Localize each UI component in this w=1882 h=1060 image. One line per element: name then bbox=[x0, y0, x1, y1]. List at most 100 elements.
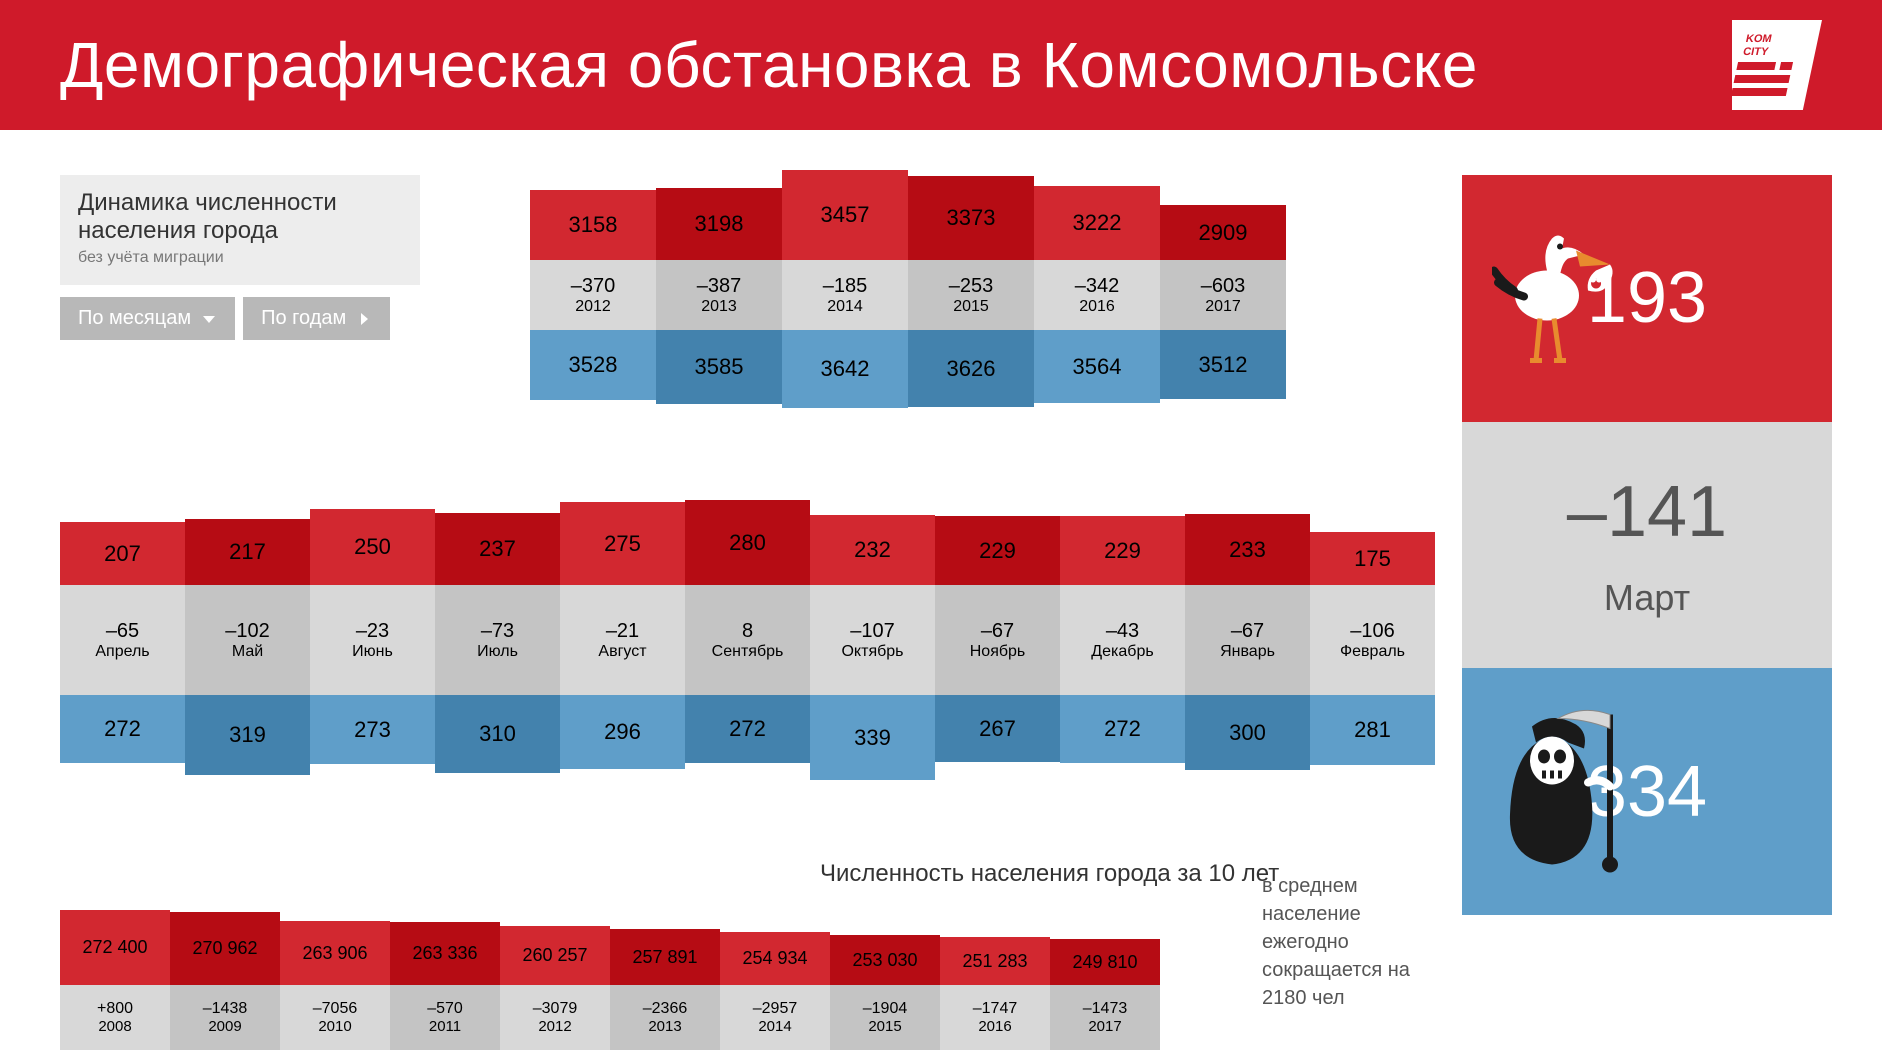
summary-net: –141 Март bbox=[1462, 422, 1832, 669]
summary-net-value: –141 bbox=[1567, 471, 1727, 553]
bot-value: 319 bbox=[185, 695, 310, 775]
bot-value: 3528 bbox=[530, 330, 656, 400]
bot-value: 272 bbox=[60, 695, 185, 763]
top-value: 2909 bbox=[1160, 205, 1286, 260]
bot-value: 281 bbox=[1310, 695, 1435, 765]
mid-label: –2532015 bbox=[908, 260, 1034, 330]
intro-line2: населения города bbox=[78, 217, 402, 245]
bot-value: 339 bbox=[810, 695, 935, 780]
mid-label: –14382009 bbox=[170, 985, 280, 1050]
bot-value: 3585 bbox=[656, 330, 782, 404]
top-value: 257 891 bbox=[610, 929, 720, 985]
top-value: 207 bbox=[60, 522, 185, 585]
mid-label: –70562010 bbox=[280, 985, 390, 1050]
population-10yr-strip: 272 400+8002008270 962–14382009263 906–7… bbox=[60, 910, 1160, 1050]
top-value: 3158 bbox=[530, 190, 656, 260]
mid-label: –19042015 bbox=[830, 985, 940, 1050]
top-value: 260 257 bbox=[500, 926, 610, 985]
top-value: 250 bbox=[310, 509, 435, 585]
footer-note: в среднем население ежегодно сокращается… bbox=[1262, 872, 1442, 1012]
intro-line1: Динамика численности bbox=[78, 189, 402, 217]
bot-value: 272 bbox=[685, 695, 810, 763]
bot-value: 273 bbox=[310, 695, 435, 764]
tab-months-label: По месяцам bbox=[78, 307, 191, 330]
tab-years[interactable]: По годам bbox=[243, 297, 390, 340]
mid-label: –65Апрель bbox=[60, 585, 185, 695]
mid-label: –30792012 bbox=[500, 985, 610, 1050]
chevron-right-icon bbox=[356, 311, 372, 327]
bot-value: 3512 bbox=[1160, 330, 1286, 399]
mid-label: –43Декабрь bbox=[1060, 585, 1185, 695]
top-value: 175 bbox=[1310, 532, 1435, 585]
mid-label: –3872013 bbox=[656, 260, 782, 330]
summary-month: Март bbox=[1604, 577, 1690, 619]
logo: KOM CITY bbox=[1732, 20, 1822, 110]
mid-label: –23Июнь bbox=[310, 585, 435, 695]
grim-reaper-icon bbox=[1492, 704, 1632, 879]
top-value: 229 bbox=[935, 516, 1060, 585]
komcity-logo-icon: KOM CITY bbox=[1732, 20, 1822, 110]
top-value: 3198 bbox=[656, 188, 782, 260]
top-value: 253 030 bbox=[830, 935, 940, 985]
chevron-down-icon bbox=[201, 311, 217, 327]
mid-label: –1852014 bbox=[782, 260, 908, 330]
top-value: 3457 bbox=[782, 170, 908, 260]
top-value: 217 bbox=[185, 519, 310, 585]
header-bar: Демографическая обстановка в Комсомольск… bbox=[0, 0, 1882, 130]
top-value: 3373 bbox=[908, 176, 1034, 260]
bot-value: 296 bbox=[560, 695, 685, 769]
top-value: 251 283 bbox=[940, 937, 1050, 985]
top-value: 3222 bbox=[1034, 186, 1160, 260]
bot-value: 3564 bbox=[1034, 330, 1160, 403]
top-value: 249 810 bbox=[1050, 939, 1160, 985]
population-title: Численность населения города за 10 лет bbox=[820, 860, 1279, 888]
top-value: 233 bbox=[1185, 514, 1310, 585]
content-area: Динамика численности населения города бе… bbox=[0, 130, 1882, 1060]
top-value: 272 400 bbox=[60, 910, 170, 985]
summary-births: 193 bbox=[1462, 175, 1832, 422]
view-tabs: По месяцам По годам bbox=[60, 297, 420, 340]
mid-label: –5702011 bbox=[390, 985, 500, 1050]
mid-label: 8Сентябрь bbox=[685, 585, 810, 695]
mid-label: –3422016 bbox=[1034, 260, 1160, 330]
mid-label: +8002008 bbox=[60, 985, 170, 1050]
svg-text:CITY: CITY bbox=[1742, 46, 1770, 58]
mid-label: –17472016 bbox=[940, 985, 1050, 1050]
bot-value: 267 bbox=[935, 695, 1060, 762]
intro-text-box: Динамика численности населения города бе… bbox=[60, 175, 420, 285]
mid-label: –107Октябрь bbox=[810, 585, 935, 695]
top-value: 280 bbox=[685, 500, 810, 585]
summary-deaths: 334 bbox=[1462, 668, 1832, 915]
bot-value: 3642 bbox=[782, 330, 908, 408]
months-births-deaths-strip: 207–65Апрель272217–102Май319250–23Июнь27… bbox=[60, 500, 1435, 780]
bot-value: 300 bbox=[1185, 695, 1310, 770]
bot-value: 310 bbox=[435, 695, 560, 773]
top-value: 270 962 bbox=[170, 912, 280, 985]
mid-label: –67Январь bbox=[1185, 585, 1310, 695]
top-value: 275 bbox=[560, 502, 685, 585]
intro-sub: без учёта миграции bbox=[78, 249, 402, 267]
tab-years-label: По годам bbox=[261, 307, 346, 330]
tab-months[interactable]: По месяцам bbox=[60, 297, 235, 340]
svg-text:KOM: KOM bbox=[1745, 33, 1773, 45]
top-value: 232 bbox=[810, 515, 935, 585]
top-value: 254 934 bbox=[720, 932, 830, 985]
years-births-deaths-strip: 3158–370201235283198–387201335853457–185… bbox=[530, 170, 1286, 408]
top-value: 263 336 bbox=[390, 922, 500, 985]
top-value: 263 906 bbox=[280, 921, 390, 985]
top-value: 229 bbox=[1060, 516, 1185, 585]
bot-value: 3626 bbox=[908, 330, 1034, 407]
mid-label: –102Май bbox=[185, 585, 310, 695]
mid-label: –67Ноябрь bbox=[935, 585, 1060, 695]
mid-label: –73Июль bbox=[435, 585, 560, 695]
page-title: Демографическая обстановка в Комсомольск… bbox=[60, 28, 1478, 102]
mid-label: –106Февраль bbox=[1310, 585, 1435, 695]
mid-label: –23662013 bbox=[610, 985, 720, 1050]
summary-column: 193 –141 Март bbox=[1462, 175, 1832, 915]
mid-label: –29572014 bbox=[720, 985, 830, 1050]
mid-label: –14732017 bbox=[1050, 985, 1160, 1050]
mid-label: –21Август bbox=[560, 585, 685, 695]
top-value: 237 bbox=[435, 513, 560, 585]
mid-label: –6032017 bbox=[1160, 260, 1286, 330]
intro-block: Динамика численности населения города бе… bbox=[60, 175, 420, 340]
